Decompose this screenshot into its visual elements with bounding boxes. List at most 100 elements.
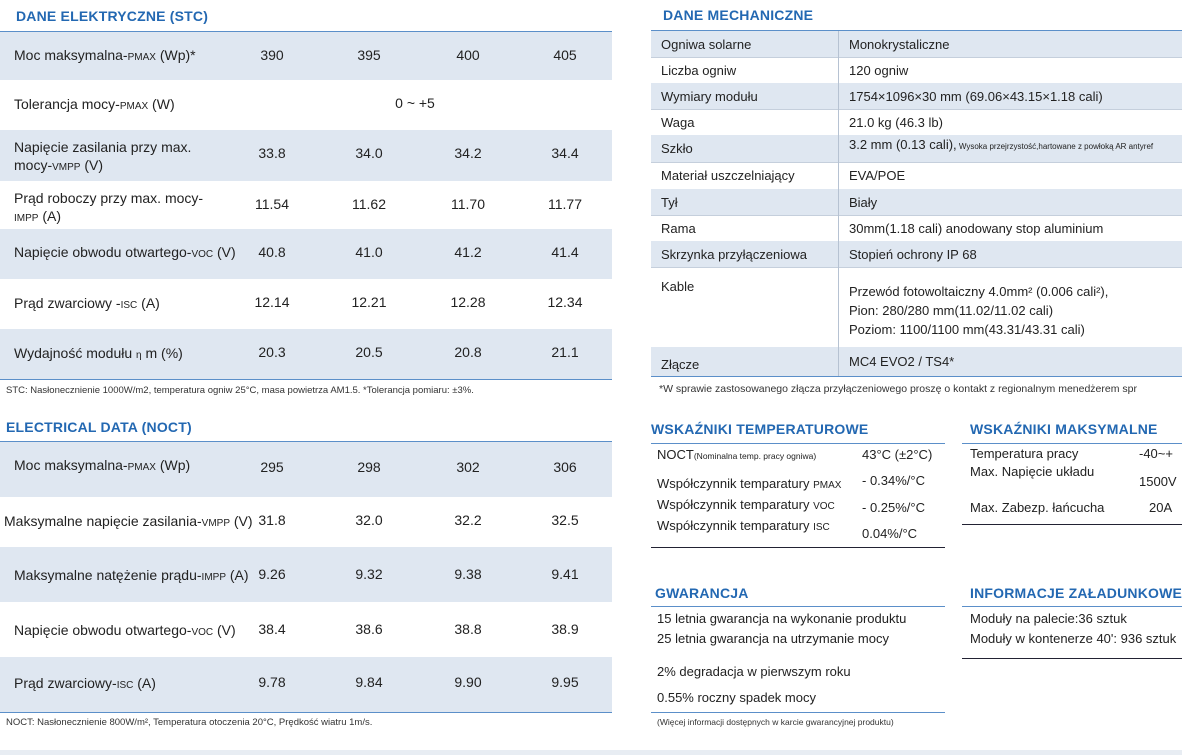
noct-title: ELECTRICAL DATA (NOCT) <box>6 419 192 435</box>
label-subscript: IMPP <box>201 572 226 583</box>
stc-row: Prąd roboczy przy max. mocy- IMPP (A) 11.5… <box>0 181 612 229</box>
label-text: (V) <box>213 622 236 638</box>
stc-value: 395 <box>357 47 381 63</box>
loading-container: Moduły w kontenerze 40': 936 sztuk <box>970 631 1177 646</box>
noct-value: 32.5 <box>551 512 579 528</box>
mech-row-value: 3.2 mm (0.13 cali), Wysoka przejrzystość… <box>849 137 1153 152</box>
mech-row-value: MC4 EVO2 / TS4* <box>849 354 954 369</box>
mech-row-value: Stopień ochrony IP 68 <box>849 247 977 262</box>
stc-row: Prąd zwarciowy -ISC (A) 12.14 12.21 12.28 12… <box>0 279 612 329</box>
stc-value: 33.8 <box>258 145 286 161</box>
mech-row-label: Liczba ogniw <box>661 63 737 78</box>
temp-coef-value: - 0.25%/°C <box>862 500 926 515</box>
stc-value: 11.70 <box>451 196 485 212</box>
label-text: Prąd zwarciowy - <box>14 295 121 311</box>
label-subscript: PMAX <box>119 101 149 112</box>
mech-row-value: Monokrystaliczne <box>849 37 949 52</box>
noct-row: Prąd zwarciowy-ISC (A) 9.78 9.84 9.90 9.95 <box>0 657 612 712</box>
value-text: 3.2 mm (0.13 cali), <box>849 137 957 152</box>
temp-title: WSKAŹNIKI TEMPERATUROWE <box>651 421 869 437</box>
stc-value: 41.2 <box>454 244 482 260</box>
stc-value: 12.14 <box>254 294 290 310</box>
stc-value: 12.21 <box>351 294 387 310</box>
temp-coef-label: Współczynnik temparatury ISC <box>657 518 830 533</box>
value-text: EVA/POE <box>849 168 906 183</box>
label-text: Napięcie zasilania przy max. <box>14 139 192 155</box>
label-subscript: PMAX <box>813 480 842 491</box>
noct-value: 9.41 <box>551 566 579 582</box>
label-text: Moc maksymalna- <box>14 47 128 63</box>
divider <box>0 31 612 32</box>
mech-row-label: Skrzynka przyłączeniowa <box>661 247 807 262</box>
stc-row-label: Wydajność modułu η m (%) <box>14 344 183 365</box>
warranty-line: 15 letnia gwarancja na wykonanie produkt… <box>657 611 907 626</box>
divider <box>962 658 1182 659</box>
label-subscript: PMAX <box>127 52 156 63</box>
divider <box>651 376 1182 377</box>
divider <box>651 547 945 548</box>
value-text: Biały <box>849 195 878 210</box>
label-text: Współczynnik temparatury <box>657 497 814 512</box>
stc-value: 12.34 <box>547 294 583 310</box>
stc-value: 20.3 <box>258 344 286 360</box>
label-text: Maksymalne natężenie prądu- <box>14 567 202 583</box>
warranty-line: 2% degradacja w pierwszym roku <box>657 664 851 679</box>
mech-row-label: Materiał uszczelniający <box>661 168 795 183</box>
temp-coef-value: - 0.34%/°C <box>862 473 926 488</box>
stc-value: 400 <box>456 47 480 63</box>
stc-value: 41.4 <box>551 244 579 260</box>
noct-row-label: Moc maksymalna-PMAX (Wp) <box>14 456 190 477</box>
divider <box>0 441 612 442</box>
noct-value: 9.32 <box>355 566 383 582</box>
stc-row-label: Tolerancja mocy-PMAX (W) <box>14 95 175 116</box>
mech-row-value: Przewód fotowoltaiczny 4.0mm² (0.006 cal… <box>849 284 1109 299</box>
stc-row-label: Napięcie zasilania przy max. mocy-VMPP (V… <box>14 138 191 177</box>
value-text: 120 ogniw <box>849 63 909 78</box>
label-text: Współczynnik temparatury <box>657 518 814 533</box>
warranty-note: (Więcej informacji dostępnych w karcie g… <box>657 717 894 727</box>
value-text: 1754×1096×30 mm (69.06×43.15×1.18 cali) <box>849 89 1103 104</box>
noct-row: Maksymalne napięcie zasilania-VMPP (V) 31… <box>0 497 612 547</box>
label-subscript: VMPP <box>201 518 230 529</box>
value-text: Stopień ochrony IP 68 <box>849 247 977 262</box>
label-text: Współczynnik temparatury <box>657 476 814 491</box>
stc-value: 11.77 <box>548 196 582 212</box>
mech-row-value: 1754×1096×30 mm (69.06×43.15×1.18 cali) <box>849 89 1103 104</box>
label-text: Moc maksymalna- <box>14 457 128 473</box>
value-note: Wysoka przejrzystość,hartowane z powłoką… <box>956 142 1154 151</box>
stc-row-label: Napięcie obwodu otwartego-VOC (V) <box>14 243 236 264</box>
label-text: (A) <box>226 567 249 583</box>
stc-value: 20.8 <box>454 344 482 360</box>
mech-row-label: Wymiary modułu <box>661 89 758 104</box>
stc-row-label: Prąd zwarciowy -ISC (A) <box>14 294 160 315</box>
mech-row-value: EVA/POE <box>849 168 905 183</box>
label-text: (V) <box>230 513 253 529</box>
stc-value: 41.0 <box>355 244 383 260</box>
divider <box>0 712 612 713</box>
max-value-voltage: 1500V <box>1139 474 1177 489</box>
stc-value: 390 <box>260 47 284 63</box>
stc-row: Moc maksymalna-PMAX (Wp)* 390 395 400 405 <box>0 32 612 80</box>
value-text: Monokrystaliczne <box>849 37 950 52</box>
label-text: Napięcie obwodu otwartego- <box>14 244 192 260</box>
noct-row: Moc maksymalna-PMAX (Wp) 295 298 302 306 <box>0 442 612 497</box>
mech-row-label: Waga <box>661 115 695 130</box>
divider <box>651 712 945 713</box>
label-text: (A) <box>133 675 156 691</box>
mech-row-value: Poziom: 1100/1100 mm(43.31/43.31 cali) <box>849 322 1085 337</box>
value-text: 30mm(1.18 cali) anodowany stop aluminium <box>849 221 1104 236</box>
noct-value: 32.2 <box>454 512 482 528</box>
label-text: (W) <box>148 96 175 112</box>
stc-value: 34.4 <box>551 145 579 161</box>
page-bottom-band <box>0 750 1182 755</box>
noct-value: 295 <box>260 459 284 475</box>
label-text: (A) <box>137 295 160 311</box>
noct-value: 38.6 <box>355 621 383 637</box>
noct-value: 32.0 <box>355 512 383 528</box>
divider <box>0 379 612 380</box>
label-text: Wydajność modułu <box>14 345 137 361</box>
mech-row-label: Kable <box>661 279 695 294</box>
noct-row-label: Napięcie obwodu otwartego-VOC (V) <box>14 621 236 642</box>
label-subscript: VOC <box>191 249 214 260</box>
label-subscript: IMPP <box>14 213 39 224</box>
